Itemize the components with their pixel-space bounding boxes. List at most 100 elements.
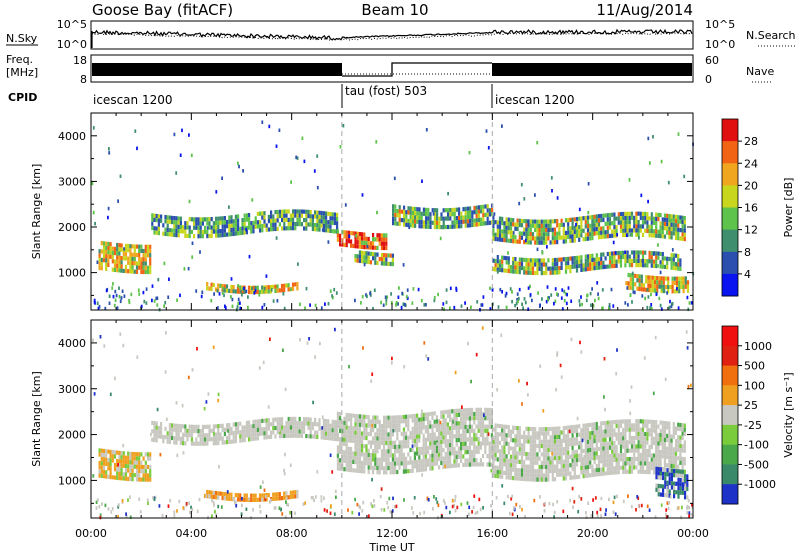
echo-cell — [661, 420, 664, 425]
echo-cell — [228, 427, 231, 432]
echo-cell — [493, 212, 496, 216]
echo-cell — [114, 289, 117, 294]
echo-cell — [672, 227, 675, 232]
echo-cell — [569, 256, 572, 261]
echo-cell — [529, 447, 532, 453]
echo-cell — [666, 450, 669, 455]
echo-cell — [641, 469, 645, 474]
echo-cell — [376, 440, 379, 445]
echo-cell — [494, 267, 497, 272]
echo-cell — [451, 426, 454, 431]
echo-cell — [358, 244, 361, 249]
echo-cell — [648, 465, 651, 470]
echo-cell — [391, 453, 394, 458]
echo-cell — [446, 422, 449, 427]
echo-cell — [661, 454, 664, 459]
echo-cell — [439, 420, 442, 425]
echo-cell — [479, 420, 482, 425]
echo-cell — [547, 464, 550, 469]
echo-cell — [669, 495, 672, 499]
echo-cell — [407, 439, 410, 444]
echo-cell — [345, 429, 348, 434]
echo-cell — [569, 269, 572, 274]
echo-cell — [424, 425, 427, 430]
echo-cell — [287, 287, 290, 292]
echo-cell — [531, 439, 535, 444]
echo-cell — [531, 298, 533, 303]
echo-cell — [453, 207, 456, 212]
echo-cell — [107, 206, 110, 211]
echo-cell — [157, 434, 160, 439]
echo-cell — [390, 292, 392, 296]
echo-cell — [647, 279, 650, 284]
echo-cell — [447, 224, 450, 230]
echo-cell — [690, 513, 693, 517]
echo-cell — [212, 221, 215, 226]
echo-cell — [352, 413, 355, 418]
echo-cell — [446, 439, 449, 444]
echo-cell — [615, 453, 618, 458]
echo-cell — [449, 306, 451, 310]
echo-cell — [283, 217, 286, 223]
echo-cell — [352, 438, 355, 443]
echo-cell — [108, 147, 110, 151]
echo-cell — [619, 444, 623, 449]
echo-cell — [615, 419, 618, 424]
echo-cell — [571, 446, 574, 451]
echo-cell — [646, 457, 649, 462]
echo-cell — [414, 219, 417, 224]
echo-cell — [668, 476, 671, 481]
echo-cell — [549, 460, 552, 465]
echo-cell — [589, 422, 592, 427]
echo-cell — [447, 212, 450, 217]
echo-cell — [686, 288, 690, 293]
echo-cell — [523, 240, 526, 245]
echo-cell — [575, 217, 579, 222]
echo-cell — [449, 443, 452, 448]
echo-cell — [503, 233, 506, 238]
echo-cell — [239, 289, 242, 294]
echo-cell — [436, 212, 439, 217]
echo-cell — [380, 487, 383, 491]
echo-cell — [206, 217, 209, 222]
echo-cell — [641, 440, 645, 445]
echo-cell — [486, 428, 489, 433]
echo-cell — [479, 416, 482, 421]
echo-cell — [531, 219, 535, 224]
echo-cell — [401, 291, 404, 296]
echo-cell — [267, 405, 270, 409]
echo-cell — [418, 421, 421, 426]
echo-cell — [276, 417, 279, 422]
echo-cell — [680, 280, 683, 285]
echo-cell — [454, 498, 456, 503]
echo-cell — [660, 280, 663, 285]
echo-cell — [239, 226, 242, 231]
echo-cell — [681, 431, 684, 436]
echo-cell — [655, 221, 658, 226]
echo-cell — [560, 430, 563, 435]
echo-cell — [113, 267, 117, 272]
echo-cell — [164, 435, 167, 440]
echo-cell — [400, 452, 403, 458]
echo-cell — [398, 440, 401, 445]
echo-cell — [307, 209, 310, 214]
echo-cell — [345, 433, 348, 438]
echo-cell — [564, 438, 568, 443]
echo-cell — [345, 417, 348, 422]
echo-cell — [679, 215, 682, 220]
echo-cell — [388, 496, 391, 501]
echo-cell — [372, 252, 375, 257]
echo-cell — [431, 449, 434, 454]
echo-cell — [638, 278, 641, 283]
echo-cell — [527, 431, 530, 436]
echo-cell — [322, 431, 325, 436]
echo-cell — [597, 214, 601, 219]
echo-cell — [219, 229, 222, 234]
echo-cell — [549, 435, 552, 440]
echo-cell — [517, 296, 520, 301]
echo-cell — [305, 226, 308, 231]
echo-cell — [527, 307, 530, 311]
echo-cell — [672, 459, 675, 465]
echo-cell — [602, 234, 605, 239]
echo-cell — [484, 204, 487, 209]
